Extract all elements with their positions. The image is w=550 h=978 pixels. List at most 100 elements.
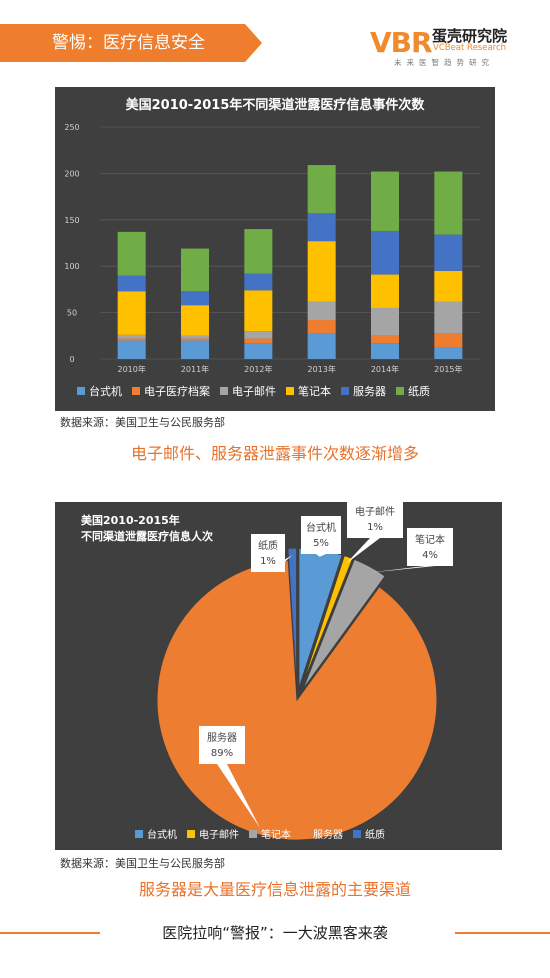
bar-segment	[307, 241, 336, 302]
callout-pointer	[217, 764, 260, 828]
bar-segment	[434, 347, 463, 359]
bar-segment	[181, 340, 209, 359]
footer-title: 医院拉响“警报”：一大波黑客来袭	[162, 924, 388, 942]
bar-segment	[244, 338, 273, 344]
bar-segment	[244, 273, 273, 291]
y-tick-label: 100	[64, 262, 79, 271]
callout-box	[347, 500, 403, 538]
pie-chart-panel: 美国2010-2015年 不同渠道泄露医疗信息人次 台式机 5% 电子邮件 1% 笔记本 4%…	[55, 500, 502, 850]
bar-segment	[181, 248, 209, 292]
legend-label: 笔记本	[261, 828, 291, 841]
slice-pct-label: 89%	[211, 748, 233, 759]
callout-box	[301, 516, 341, 554]
x-tick-label: 2015年	[434, 364, 462, 374]
slice-pct-label: 5%	[313, 538, 329, 549]
bar-segment	[117, 334, 146, 339]
bar-segment	[244, 331, 273, 339]
legend-swatch	[353, 830, 361, 838]
callout-pointer	[316, 554, 326, 557]
legend-swatch	[286, 387, 294, 395]
caption-2: 服务器是大量医疗信息泄露的主要渠道	[138, 880, 411, 899]
callout-box	[199, 726, 245, 764]
bar-segment	[244, 229, 273, 274]
chart-title: 美国2010-2015年不同渠道泄露医疗信息事件次数	[126, 97, 426, 113]
bar-segment	[307, 320, 336, 334]
x-tick-label: 2012年	[244, 364, 272, 374]
bar-segment	[371, 230, 399, 275]
bar-segment	[117, 291, 146, 335]
bar-segment	[181, 305, 209, 336]
legend-label: 服务器	[313, 828, 343, 841]
x-tick-label: 2013年	[307, 364, 335, 374]
slice-pct-label: 4%	[422, 550, 438, 561]
legend-swatch	[135, 830, 143, 838]
bar-segment	[434, 333, 463, 348]
slice-name-label: 电子邮件	[355, 505, 395, 518]
footer-rule-left	[0, 932, 100, 934]
bar-segment	[117, 231, 146, 276]
bar-segment	[117, 340, 146, 359]
legend-swatch	[132, 387, 140, 395]
callout-box	[407, 528, 453, 566]
slice-name-label: 笔记本	[415, 533, 445, 546]
legend-swatch	[341, 387, 349, 395]
legend-label: 电子邮件	[199, 828, 239, 841]
legend-swatch	[301, 830, 309, 838]
bar-segment	[371, 274, 399, 308]
legend-label: 电子医疗档案	[144, 384, 210, 398]
legend-label: 台式机	[89, 384, 122, 398]
header-banner: 警惕：医疗信息安全	[0, 24, 262, 62]
x-tick-label: 2010年	[117, 364, 145, 374]
pie-title-line2: 不同渠道泄露医疗信息人次	[81, 529, 213, 543]
bar-segment	[434, 171, 463, 235]
legend-swatch	[77, 387, 85, 395]
source-note-2: 数据来源：美国卫生与公民服务部	[60, 857, 225, 870]
bar-segment	[244, 290, 273, 332]
callout-box	[251, 534, 285, 572]
slice-name-label: 服务器	[207, 731, 237, 744]
logo-name-en: VCBeat Research	[433, 43, 507, 53]
bar-segment	[307, 301, 336, 321]
brand-logo: VBR 蛋壳研究院 VCBeat Research 未来医智趋势研究	[370, 26, 530, 67]
bar-segment	[434, 301, 463, 334]
y-tick-label: 0	[69, 355, 74, 364]
pie-chart: 美国2010-2015年不同渠道泄露医疗信息人次台式机5%电子邮件1%笔记本4%…	[81, 500, 453, 841]
y-tick-label: 50	[67, 309, 77, 318]
legend-label: 纸质	[408, 385, 430, 398]
bar-segment	[181, 291, 209, 306]
slice-pct-label: 1%	[367, 522, 383, 533]
legend-label: 服务器	[353, 385, 386, 398]
bar-chart: 美国2010-2015年不同渠道泄露医疗信息事件次数 0 50 100 150 200 25…	[64, 97, 480, 398]
slice-name-label: 台式机	[306, 521, 336, 534]
bar-chart-panel: 美国2010-2015年不同渠道泄露医疗信息事件次数 0 50 100 150 200 25…	[55, 87, 495, 411]
legend-swatch	[187, 830, 195, 838]
legend-swatch	[249, 830, 257, 838]
logo-mark: VBR	[370, 26, 433, 59]
caption-1: 电子邮件、服务器泄露事件次数逐渐增多	[130, 444, 419, 463]
bar-segment	[307, 165, 336, 214]
bar-segment	[307, 213, 336, 242]
bar-segment	[181, 335, 209, 339]
bar-segment	[434, 234, 463, 271]
footer-rule-right	[455, 932, 550, 934]
callout-pointer	[346, 538, 380, 564]
bar-segment	[181, 338, 209, 341]
bar-segment	[434, 270, 463, 302]
logo-slogan: 未来医智趋势研究	[394, 58, 494, 67]
legend-label: 台式机	[147, 828, 177, 841]
bar-segment	[117, 275, 146, 292]
bar-segment	[371, 171, 399, 231]
bar-segment	[244, 343, 273, 359]
bar-segment	[117, 338, 146, 341]
bar-segment	[371, 335, 399, 344]
pie-slice	[287, 547, 298, 689]
legend-label: 电子邮件	[232, 385, 276, 398]
bar-segment	[371, 343, 399, 359]
source-note-1: 数据来源：美国卫生与公民服务部	[60, 416, 225, 429]
y-tick-label: 150	[64, 216, 79, 225]
x-tick-label: 2011年	[181, 364, 209, 374]
slice-pct-label: 1%	[260, 556, 276, 567]
legend-label: 纸质	[365, 828, 385, 841]
legend-label: 笔记本	[298, 384, 331, 398]
pie-title-line1: 美国2010-2015年	[81, 513, 180, 527]
